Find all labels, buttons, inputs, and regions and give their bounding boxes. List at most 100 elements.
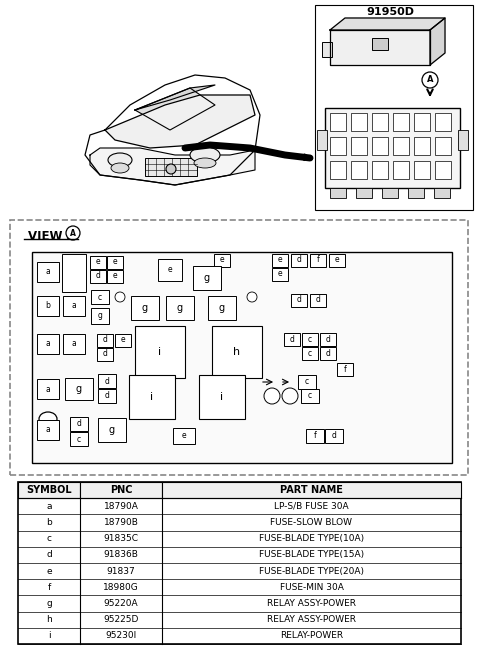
Text: c: c [308, 348, 312, 358]
Text: g: g [219, 303, 225, 313]
Text: c: c [305, 377, 309, 386]
Bar [414, 161, 430, 179]
Bar [10, 220, 468, 475]
Text: 18790A: 18790A [104, 502, 138, 511]
Bar [166, 296, 194, 320]
Text: d: d [315, 295, 321, 304]
Bar [212, 326, 262, 378]
Bar [329, 253, 345, 266]
Bar [351, 113, 367, 131]
Circle shape [66, 226, 80, 240]
Bar [382, 188, 398, 198]
Text: c: c [308, 335, 312, 344]
Polygon shape [135, 88, 215, 130]
Bar [63, 334, 85, 354]
Ellipse shape [190, 147, 220, 163]
Text: e: e [182, 432, 186, 440]
Bar [458, 130, 468, 150]
Polygon shape [330, 30, 430, 65]
Bar [310, 253, 326, 266]
Circle shape [247, 292, 257, 302]
Circle shape [115, 292, 125, 302]
Polygon shape [105, 95, 255, 148]
Bar [302, 346, 318, 359]
Text: d: d [77, 419, 82, 428]
Bar [37, 296, 59, 316]
Bar [98, 389, 116, 403]
Text: f: f [344, 365, 347, 373]
Text: e: e [46, 567, 52, 575]
Text: d: d [325, 348, 330, 358]
Bar [98, 374, 116, 388]
Bar [291, 253, 307, 266]
Text: d: d [325, 335, 330, 344]
Text: SYMBOL: SYMBOL [26, 485, 72, 495]
Bar [320, 333, 336, 346]
Bar [330, 137, 346, 155]
Text: FUSE-SLOW BLOW: FUSE-SLOW BLOW [271, 518, 352, 527]
Circle shape [422, 72, 438, 88]
Text: a: a [46, 340, 50, 348]
Bar [272, 253, 288, 266]
Ellipse shape [194, 158, 216, 168]
Text: RELAY ASSY-POWER: RELAY ASSY-POWER [267, 599, 356, 608]
Bar [18, 482, 80, 498]
Ellipse shape [111, 163, 129, 173]
Bar [91, 308, 109, 324]
Bar [372, 137, 388, 155]
Text: g: g [142, 303, 148, 313]
Text: A: A [70, 228, 76, 237]
Text: d: d [103, 335, 108, 344]
Text: 95225D: 95225D [103, 615, 139, 625]
Bar [393, 161, 409, 179]
Text: c: c [77, 434, 81, 443]
Bar [145, 158, 197, 176]
Bar [131, 296, 159, 320]
Text: f: f [313, 432, 316, 440]
Bar [214, 253, 230, 266]
Ellipse shape [39, 412, 57, 426]
Bar [372, 113, 388, 131]
Text: 91950D: 91950D [366, 7, 414, 17]
Bar [393, 113, 409, 131]
Text: a: a [46, 502, 52, 511]
Text: c: c [308, 392, 312, 401]
Text: d: d [105, 392, 109, 401]
Text: c: c [47, 534, 51, 543]
Bar [284, 333, 300, 346]
Bar [37, 379, 59, 399]
Bar [372, 38, 388, 50]
Bar [272, 268, 288, 281]
Text: 18790B: 18790B [104, 518, 138, 527]
Text: g: g [97, 312, 102, 321]
Bar [37, 262, 59, 282]
Text: d: d [289, 335, 294, 344]
Text: RELAY ASSY-POWER: RELAY ASSY-POWER [267, 615, 356, 625]
Text: d: d [105, 377, 109, 386]
Text: e: e [335, 255, 339, 264]
Text: 95220A: 95220A [104, 599, 138, 608]
Text: d: d [46, 550, 52, 560]
Bar [351, 137, 367, 155]
Bar [351, 161, 367, 179]
Text: d: d [297, 255, 301, 264]
Text: h: h [233, 347, 240, 357]
Text: e: e [113, 272, 117, 281]
Bar [98, 418, 126, 442]
Text: a: a [46, 268, 50, 276]
Bar [37, 334, 59, 354]
Text: 91836B: 91836B [104, 550, 138, 560]
Bar [330, 188, 346, 198]
Text: g: g [76, 384, 82, 394]
Bar [107, 270, 123, 283]
Text: g: g [109, 425, 115, 435]
Bar [97, 348, 113, 361]
Bar [291, 293, 307, 306]
Bar [70, 432, 88, 446]
Text: f: f [48, 583, 50, 592]
Bar [208, 296, 236, 320]
Text: e: e [168, 266, 172, 274]
Bar [115, 333, 131, 346]
Bar [193, 266, 221, 290]
Text: a: a [46, 384, 50, 394]
